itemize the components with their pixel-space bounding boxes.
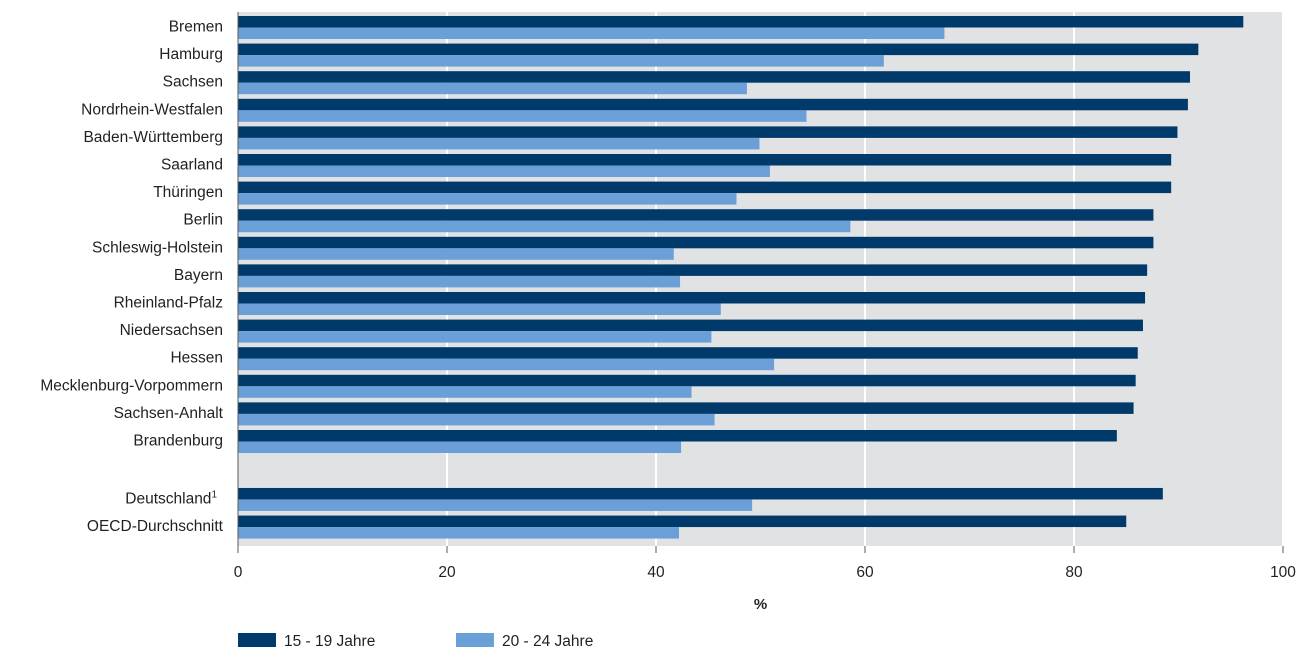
category-label-niedersachsen: Niedersachsen — [120, 322, 223, 339]
bar-sachsen-anhalt-series-2 — [238, 413, 715, 426]
x-tick-label-0: 0 — [234, 564, 243, 581]
x-tick-label-100: 100 — [1270, 564, 1296, 581]
bar-hessen-series-2 — [238, 358, 775, 371]
bar-sachsen-series-2 — [238, 82, 747, 95]
category-label-brandenburg: Brandenburg — [133, 433, 223, 450]
category-label-sachsen-anhalt: Sachsen-Anhalt — [114, 405, 224, 422]
bar-berlin-series-1 — [238, 209, 1154, 221]
bar-oecd-durchschnitt-series-2 — [238, 527, 679, 539]
bar-niedersachsen-series-2 — [238, 331, 712, 343]
category-label-hamburg: Hamburg — [159, 46, 223, 63]
legend-swatch-1 — [238, 633, 276, 647]
bar-baden-württemberg-series-1 — [238, 126, 1178, 138]
legend-swatch-2 — [456, 633, 494, 647]
category-label-bayern: Bayern — [174, 267, 223, 284]
category-label-berlin: Berlin — [183, 212, 223, 229]
category-label-baden-württemberg: Baden-Württemberg — [83, 129, 223, 146]
x-axis-title: % — [754, 596, 767, 613]
bar-bremen-series-1 — [238, 16, 1244, 28]
bar-bremen-series-2 — [238, 27, 945, 39]
bar-deutschland-series-1 — [238, 487, 1163, 500]
x-axis: 0 20 40 60 80 100 — [234, 546, 1296, 581]
bar-sachsen-anhalt-series-1 — [238, 402, 1134, 414]
bar-deutschland-series-2 — [238, 499, 753, 511]
category-label-mecklenburg-vorpommern: Mecklenburg-Vorpommern — [40, 377, 223, 394]
bar-baden-württemberg-series-2 — [238, 137, 760, 150]
bar-berlin-series-2 — [238, 220, 851, 233]
category-labels: Bremen Hamburg Sachsen Nordrhein-Westfalen B… — [40, 19, 223, 536]
bar-mecklenburg-vorpommern-series-2 — [238, 386, 692, 398]
bar-rheinland-pfalz-series-1 — [238, 292, 1146, 304]
legend-label-2: 20 - 24 Jahre — [502, 633, 593, 650]
x-tick-label-40: 40 — [647, 564, 665, 581]
bar-bayern-series-2 — [238, 275, 681, 288]
bar-hamburg-series-2 — [238, 55, 884, 67]
category-label-bremen: Bremen — [169, 19, 223, 36]
bar-saarland-series-2 — [238, 165, 770, 177]
x-tick-label-20: 20 — [438, 564, 456, 581]
category-label-oecd-durchschnitt: OECD-Durchschnitt — [87, 518, 224, 535]
bar-hamburg-series-1 — [238, 43, 1199, 56]
bar-sachsen-series-1 — [238, 71, 1190, 83]
bar-niedersachsen-series-1 — [238, 319, 1143, 332]
x-tick-label-80: 80 — [1065, 564, 1083, 581]
category-label-hessen: Hessen — [170, 350, 223, 367]
bar-thüringen-series-2 — [238, 193, 737, 205]
bar-schleswig-holstein-series-2 — [238, 248, 674, 260]
bar-nordrhein-westfalen-series-2 — [238, 110, 807, 122]
category-label-deutschland: Deutschland1 — [125, 489, 217, 507]
bar-nordrhein-westfalen-series-1 — [238, 98, 1188, 111]
category-label-sachsen: Sachsen — [163, 74, 223, 91]
bar-hessen-series-1 — [238, 347, 1138, 359]
bar-schleswig-holstein-series-1 — [238, 236, 1154, 249]
bar-saarland-series-1 — [238, 154, 1172, 166]
category-label-thüringen: Thüringen — [153, 184, 223, 201]
x-tick-label-60: 60 — [856, 564, 874, 581]
bar-bayern-series-1 — [238, 264, 1148, 276]
bars — [238, 16, 1244, 539]
bar-oecd-durchschnitt-series-1 — [238, 515, 1127, 528]
category-label-rheinland-pfalz: Rheinland-Pfalz — [114, 295, 223, 312]
legend: 15 - 19 Jahre 20 - 24 Jahre — [238, 633, 593, 650]
bar-rheinland-pfalz-series-2 — [238, 303, 721, 315]
category-label-saarland: Saarland — [161, 157, 223, 174]
category-label-schleswig-holstein: Schleswig-Holstein — [92, 239, 223, 256]
bar-brandenburg-series-2 — [238, 441, 682, 453]
footnote-marker: 1 — [211, 489, 217, 500]
legend-label-1: 15 - 19 Jahre — [284, 633, 375, 650]
bar-mecklenburg-vorpommern-series-1 — [238, 374, 1136, 387]
bar-brandenburg-series-1 — [238, 430, 1117, 442]
bar-thüringen-series-1 — [238, 181, 1172, 194]
category-label-nordrhein-westfalen: Nordrhein-Westfalen — [81, 101, 223, 118]
category-label-text: Deutschland — [125, 490, 211, 507]
